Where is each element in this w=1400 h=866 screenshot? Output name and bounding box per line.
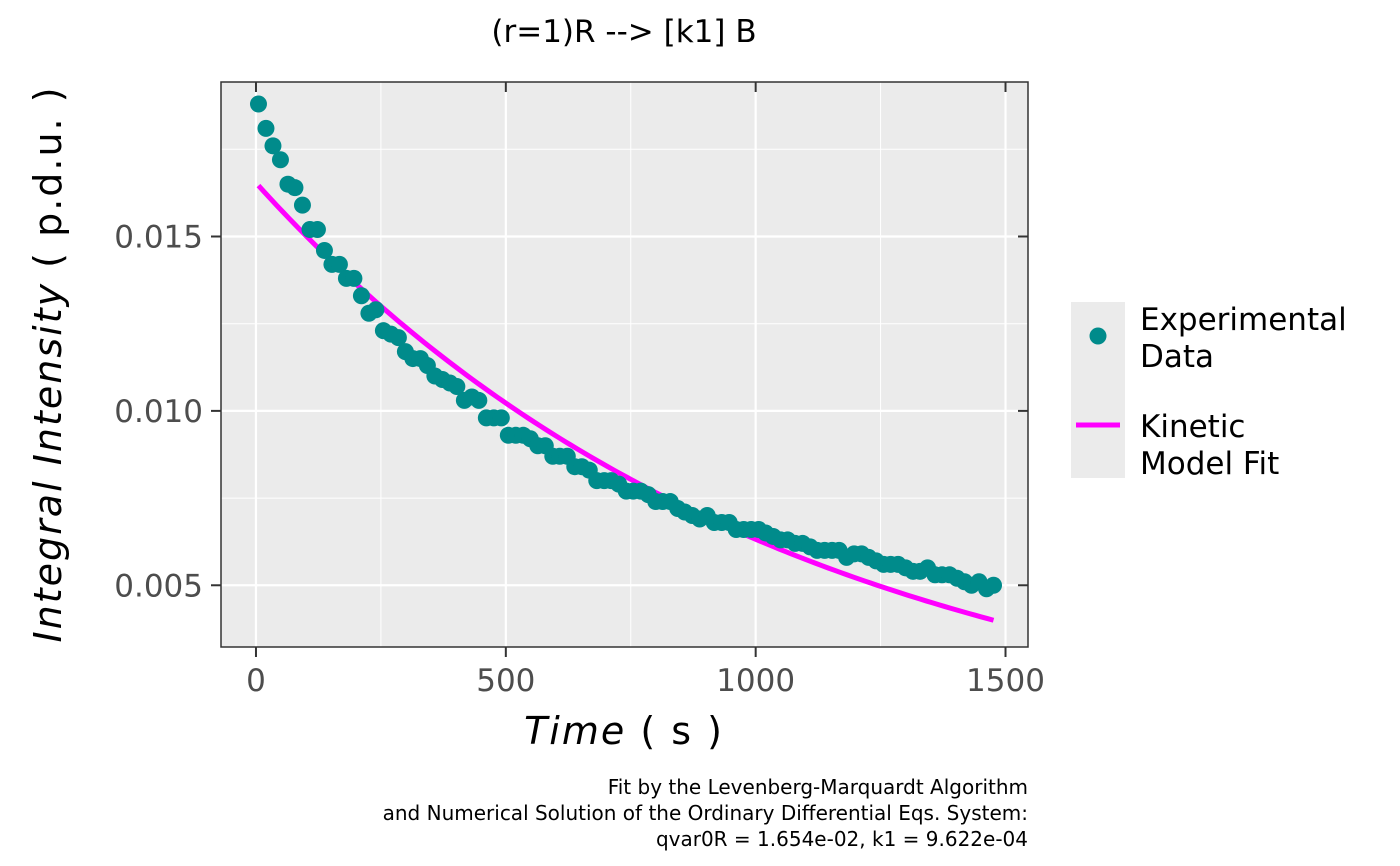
data-point (271, 151, 289, 169)
data-point (293, 196, 311, 214)
legend-point-marker (1089, 327, 1107, 345)
data-point (286, 179, 304, 197)
data-point (257, 119, 275, 137)
data-point (389, 329, 407, 347)
x-tick-label: 1500 (966, 663, 1045, 699)
legend-label-data: Data (1140, 339, 1214, 375)
data-point (470, 391, 488, 409)
grid-lines (221, 82, 1028, 647)
data-point (448, 377, 466, 395)
x-axis-title-unit: ( s ) (626, 709, 724, 753)
data-point (330, 255, 348, 273)
legend-label-model-fit: Model Fit (1140, 446, 1279, 482)
caption-line-3: qvar0R = 1.654e-02, k1 = 9.622e-04 (656, 827, 1028, 851)
plot-panel (221, 82, 1028, 647)
data-point (345, 269, 363, 287)
data-point (308, 221, 326, 239)
axis-ticks (211, 82, 1028, 657)
y-tick-label: 0.015 (114, 220, 203, 256)
data-point (249, 95, 267, 113)
x-axis-title-italic: Time (524, 709, 626, 753)
x-axis-title: Time ( s ) (524, 709, 724, 753)
y-axis-title-italic: Integral Intensity (26, 282, 70, 643)
x-tick-label: 0 (246, 663, 266, 699)
x-tick-label: 500 (476, 663, 535, 699)
chart-title: (r=1)R --> [k1] B (491, 14, 756, 50)
tick-labels: 0 500 1000 1500 0.005 0.010 0.015 (114, 220, 1045, 699)
data-point (264, 137, 282, 155)
legend: Experimental Data Kinetic Model Fit (1071, 302, 1347, 482)
data-point (315, 241, 333, 259)
y-tick-label: 0.010 (114, 394, 203, 430)
legend-label-kinetic: Kinetic (1140, 409, 1245, 445)
y-tick-label: 0.005 (114, 568, 203, 604)
data-point (367, 301, 385, 319)
data-point (985, 576, 1003, 594)
caption-line-1: Fit by the Levenberg-Marquardt Algorithm (608, 775, 1028, 799)
x-tick-label: 1000 (716, 663, 795, 699)
y-axis-title-unit: ( p.d.u. ) (26, 85, 70, 281)
data-point (492, 409, 510, 427)
data-points (249, 95, 1003, 598)
y-axis-title: Integral Intensity ( p.d.u. ) (26, 85, 70, 642)
caption-line-2: and Numerical Solution of the Ordinary D… (383, 801, 1028, 825)
data-point (352, 287, 370, 305)
plot-border (220, 81, 1029, 648)
legend-label-experimental: Experimental (1140, 302, 1347, 338)
